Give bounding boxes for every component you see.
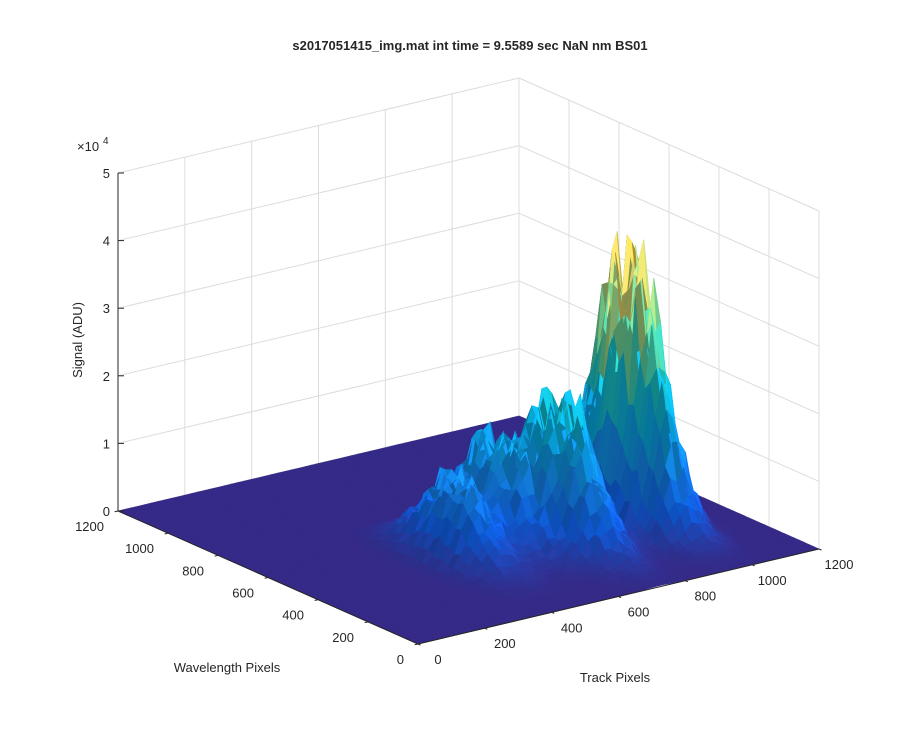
x-tick-label: 0 <box>434 652 441 667</box>
z-exponent-power: 4 <box>103 136 109 147</box>
z-tick-label: 0 <box>103 504 110 519</box>
axis-line <box>551 611 555 614</box>
grid-line <box>117 145 520 242</box>
y-tick-label: 400 <box>282 608 304 623</box>
grid-line <box>117 77 520 174</box>
x-tick-label: 200 <box>494 636 516 651</box>
x-tick-label: 800 <box>694 589 716 604</box>
axis-line <box>414 643 419 646</box>
axis-line <box>364 621 369 624</box>
y-tick-label: 1200 <box>75 519 104 534</box>
axis-line <box>314 599 319 601</box>
z-tick-label: 1 <box>103 436 110 451</box>
x-tick-label: 400 <box>561 620 583 635</box>
y-axis-label: Wavelength Pixels <box>174 660 281 675</box>
axis-line <box>417 643 421 646</box>
surface <box>117 231 820 645</box>
grid-line <box>117 212 520 309</box>
z-tick-label: 3 <box>103 301 110 316</box>
axis-line <box>114 510 119 513</box>
grid-line <box>117 280 520 377</box>
x-tick-label: 1200 <box>825 557 854 572</box>
y-tick-label: 1000 <box>125 541 154 556</box>
grid-line <box>518 145 820 280</box>
z-tick-label: 4 <box>103 234 110 249</box>
axis-line <box>818 548 822 551</box>
grid-line <box>518 212 820 347</box>
axis-line <box>618 596 622 599</box>
z-exponent-base: ×10 <box>77 139 99 154</box>
grid-line <box>117 347 520 444</box>
z-tick-label: 5 <box>103 166 110 181</box>
axes: 0200400600800100012000200400600800100012… <box>75 166 853 667</box>
y-tick-label: 600 <box>232 586 254 601</box>
x-axis-label: Track Pixels <box>580 670 651 685</box>
y-tick-label: 800 <box>182 563 204 578</box>
z-exponent: ×10 4 <box>77 136 109 154</box>
axis-line <box>264 577 269 579</box>
x-tick-label: 600 <box>628 605 650 620</box>
grid-line <box>518 280 820 415</box>
y-tick-label: 0 <box>397 652 404 667</box>
axis-line <box>164 532 169 535</box>
grid-line <box>518 77 820 212</box>
y-tick-label: 200 <box>332 630 354 645</box>
axis-line <box>751 564 755 567</box>
x-tick-label: 1000 <box>758 573 787 588</box>
axis-line <box>685 580 689 583</box>
chart-title: s2017051415_img.mat int time = 9.5589 se… <box>292 38 647 53</box>
z-axis-label: Signal (ADU) <box>70 302 85 378</box>
z-tick-label: 2 <box>103 369 110 384</box>
axis-line <box>484 627 488 630</box>
axis-line <box>214 554 219 557</box>
